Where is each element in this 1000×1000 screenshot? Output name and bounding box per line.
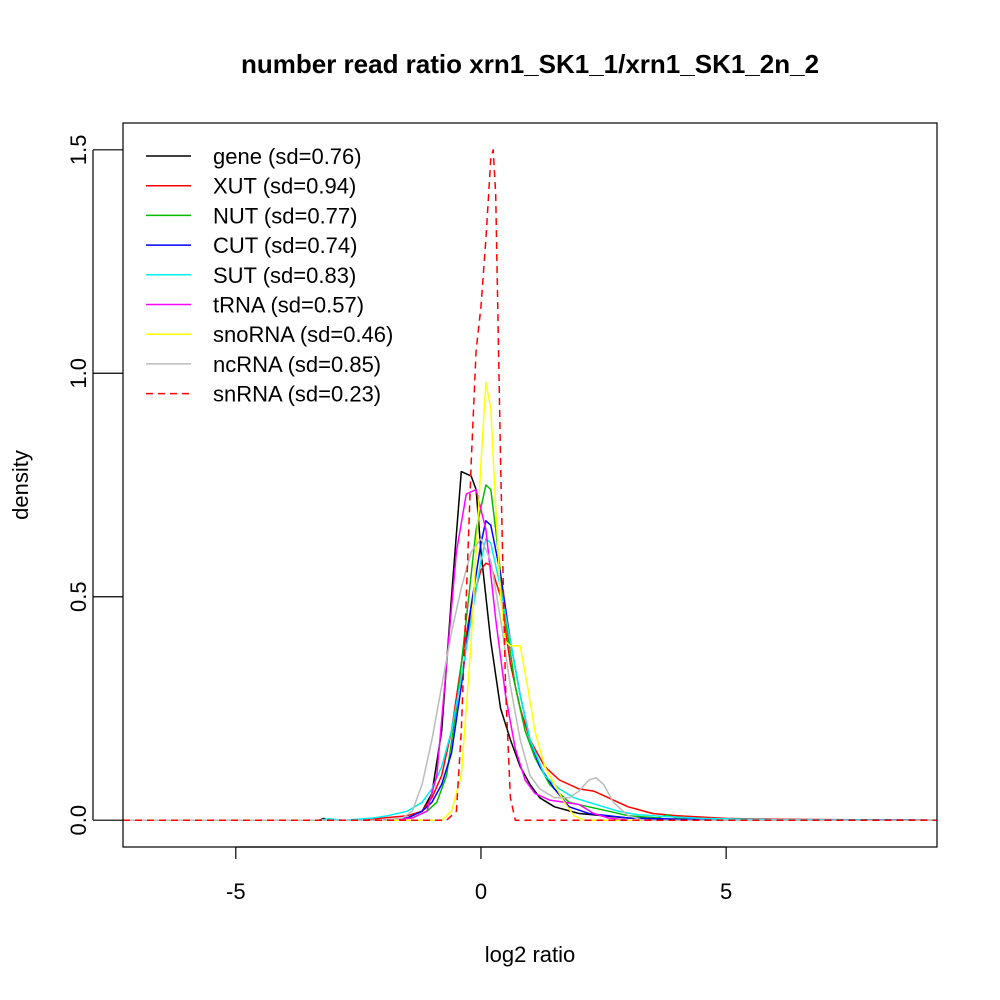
legend-label: CUT (sd=0.74) <box>213 233 357 258</box>
legend-label: SUT (sd=0.83) <box>213 263 356 288</box>
legend-item: XUT (sd=0.94) <box>146 174 356 199</box>
legend-label: ncRNA (sd=0.85) <box>213 352 381 377</box>
series-line-xut <box>123 562 938 821</box>
legend-item: NUT (sd=0.77) <box>146 203 357 228</box>
legend-item: CUT (sd=0.74) <box>146 233 357 258</box>
y-tick-label: 1.0 <box>66 358 91 389</box>
legend-item: SUT (sd=0.83) <box>146 263 356 288</box>
series-line-snrna <box>123 149 937 821</box>
series-lines <box>123 149 938 821</box>
x-tick-label: 5 <box>720 879 732 904</box>
series-line-ncrna <box>123 537 937 821</box>
legend: gene (sd=0.76) XUT (sd=0.94) NUT (sd=0.77)… <box>146 144 393 407</box>
legend-item: snRNA (sd=0.23) <box>146 382 381 407</box>
legend-label: gene (sd=0.76) <box>213 144 362 169</box>
legend-item: ncRNA (sd=0.85) <box>146 352 381 377</box>
series-line-sut <box>123 537 938 821</box>
series-line-cut <box>123 520 938 821</box>
y-tick-label: 0.5 <box>66 581 91 612</box>
y-tick-label: 1.5 <box>66 135 91 166</box>
legend-label: snRNA (sd=0.23) <box>213 382 381 407</box>
legend-label: snoRNA (sd=0.46) <box>213 322 393 347</box>
x-tick-label: -5 <box>226 879 246 904</box>
legend-item: tRNA (sd=0.57) <box>146 293 364 318</box>
plot-frame <box>122 122 938 848</box>
series-line-trna <box>123 488 937 821</box>
chart-title: number read ratio xrn1_SK1_1/xrn1_SK1_2n… <box>241 49 819 79</box>
legend-item: gene (sd=0.76) <box>146 144 362 169</box>
x-axis-label: log2 ratio <box>485 942 576 967</box>
legend-label: tRNA (sd=0.57) <box>213 293 364 318</box>
legend-item: snoRNA (sd=0.46) <box>146 322 393 347</box>
series-line-nut <box>123 484 938 821</box>
legend-label: XUT (sd=0.94) <box>213 174 356 199</box>
x-tick-label: 0 <box>475 879 487 904</box>
series-line-snorna <box>123 381 937 821</box>
y-axis: 0.0 0.5 1.0 1.5 <box>66 135 123 836</box>
legend-label: NUT (sd=0.77) <box>213 203 357 228</box>
y-axis-label: density <box>8 450 33 520</box>
y-tick-label: 0.0 <box>66 805 91 836</box>
